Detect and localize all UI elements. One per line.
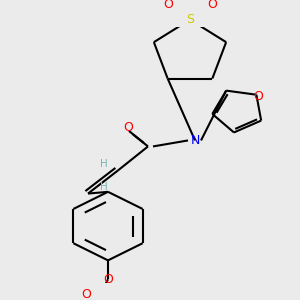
- Text: O: O: [163, 0, 173, 11]
- Text: H: H: [100, 182, 108, 192]
- Text: O: O: [123, 121, 133, 134]
- Text: N: N: [190, 134, 200, 147]
- Text: O: O: [254, 90, 263, 103]
- Text: H: H: [100, 159, 108, 169]
- Text: S: S: [186, 13, 194, 26]
- Text: O: O: [103, 273, 113, 286]
- Text: O: O: [81, 288, 91, 300]
- Text: O: O: [207, 0, 217, 11]
